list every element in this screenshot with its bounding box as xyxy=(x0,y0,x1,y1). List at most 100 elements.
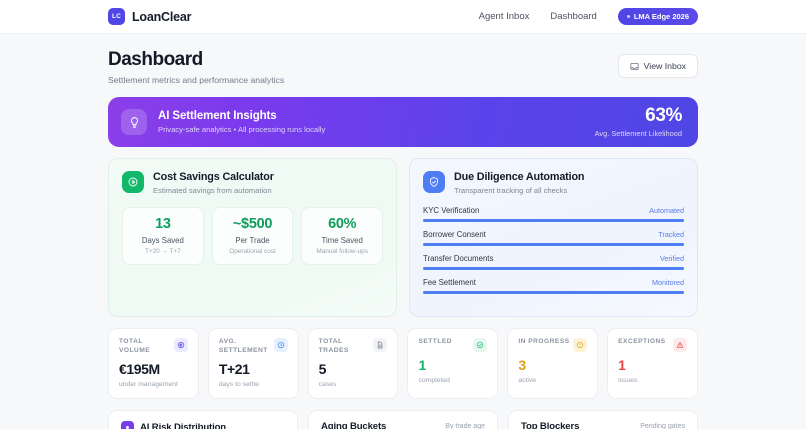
stat-label: TOTAL TRADES xyxy=(318,338,349,354)
stat-card-settled: SETTLED 1 completed xyxy=(407,328,499,399)
clock-icon xyxy=(273,338,288,352)
ai-banner-subtitle: Privacy-safe analytics • All processing … xyxy=(158,125,326,134)
stat-cards-row: TOTAL VOLUME €195M under management AVG.… xyxy=(108,328,698,399)
stat-card-avg-settlement: AVG. SETTLEMENT T+21 days to settle xyxy=(207,328,299,399)
nav-link-agent-inbox[interactable]: Agent Inbox xyxy=(478,11,530,22)
chart-title: Aging Buckets xyxy=(321,420,387,429)
stat-value: €195M xyxy=(119,360,160,377)
due-diligence-subtitle: Transparent tracking of all checks xyxy=(454,186,568,195)
stat-label: SETTLED xyxy=(418,338,453,345)
stat-value: 3 xyxy=(518,357,526,373)
stat-note: under management xyxy=(119,380,178,388)
ai-settlement-insights-banner: AI Settlement Insights Privacy-safe anal… xyxy=(108,97,698,147)
badge-label: LMA Edge 2026 xyxy=(633,12,689,21)
stat-label: AVG. SETTLEMENT xyxy=(218,338,268,354)
stat-note: completed xyxy=(418,377,450,384)
cost-savings-calculator-card: Cost Savings Calculator Estimated saving… xyxy=(108,158,397,317)
page-subtitle: Settlement metrics and performance analy… xyxy=(108,75,285,85)
savings-tile-note: Operational cost xyxy=(229,248,276,255)
stat-note: issues xyxy=(618,377,638,384)
page-content: Dashboard Settlement metrics and perform… xyxy=(0,34,806,429)
pie-chart-icon xyxy=(121,420,134,429)
chart-card-ai-risk-distribution: AI Risk Distribution xyxy=(108,409,298,429)
cost-savings-header: Cost Savings Calculator Estimated saving… xyxy=(122,171,383,195)
due-diligence-item-name: KYC Verification xyxy=(423,206,480,215)
due-diligence-item: Fee Settlement Monitored xyxy=(423,278,684,294)
stat-card-total-volume: TOTAL VOLUME €195M under management xyxy=(108,328,199,399)
cost-savings-title: Cost Savings Calculator xyxy=(153,171,274,183)
euro-coin-icon xyxy=(173,338,188,352)
check-circle-icon xyxy=(473,338,488,352)
due-diligence-item-state: Tracked xyxy=(658,230,684,239)
due-diligence-titles: Due Diligence Automation Transparent tra… xyxy=(454,171,585,195)
page-header: Dashboard Settlement metrics and perform… xyxy=(108,49,698,85)
due-diligence-header: Due Diligence Automation Transparent tra… xyxy=(423,171,684,195)
due-diligence-item-state: Monitored xyxy=(652,278,684,287)
stat-note: cases xyxy=(318,380,337,388)
chart-title: Top Blockers xyxy=(521,420,580,429)
savings-tile-label: Days Saved xyxy=(141,236,184,245)
due-diligence-item: Transfer Documents Verified xyxy=(423,254,684,270)
due-diligence-progress-bar xyxy=(423,219,684,222)
chart-title: AI Risk Distribution xyxy=(140,421,227,429)
top-navbar: LC LoanClear Agent Inbox Dashboard LMA E… xyxy=(0,0,806,34)
coin-icon xyxy=(122,171,144,193)
savings-tile-note: T+20 → T+7 xyxy=(144,248,181,255)
nav-link-dashboard[interactable]: Dashboard xyxy=(550,11,597,22)
ai-settlement-likelihood-label: Avg. Settlement Likelihood xyxy=(594,129,682,138)
ai-banner-title: AI Settlement Insights xyxy=(158,110,277,122)
savings-tile-value: 13 xyxy=(155,216,171,232)
savings-tile-value: 60% xyxy=(328,216,357,232)
due-diligence-item-state: Automated xyxy=(649,206,684,215)
stat-card-in-progress: IN PROGRESS 3 active xyxy=(507,328,599,399)
stat-card-total-trades: TOTAL TRADES 5 cases xyxy=(307,328,399,399)
clock-alert-icon xyxy=(573,338,588,352)
due-diligence-progress-bar xyxy=(423,267,684,270)
stat-label: EXCEPTIONS xyxy=(618,338,666,345)
due-diligence-item-name: Fee Settlement xyxy=(423,278,476,287)
due-diligence-item-name: Transfer Documents xyxy=(423,254,494,263)
chart-card-aging-buckets: Aging Buckets By trade age 2 1.5 xyxy=(308,409,498,429)
inbox-icon xyxy=(630,62,639,70)
due-diligence-progress-bar xyxy=(423,243,684,246)
savings-tile: ~$500 Per Trade Operational cost xyxy=(211,207,294,265)
ai-banner-metric: 63% Avg. Settlement Likelihood xyxy=(594,105,683,138)
ai-settlement-likelihood-value: 63% xyxy=(645,105,682,126)
document-icon xyxy=(373,338,388,352)
stat-value: 1 xyxy=(418,357,426,373)
brand-logo-group[interactable]: LC LoanClear xyxy=(108,8,192,25)
cost-savings-tiles: 13 Days Saved T+20 → T+7 ~$500 Per Trade… xyxy=(122,207,384,265)
due-diligence-item: KYC Verification Automated xyxy=(423,206,684,222)
cost-savings-titles: Cost Savings Calculator Estimated saving… xyxy=(153,171,274,195)
savings-tile-label: Per Trade xyxy=(235,236,270,245)
brand-name: LoanClear xyxy=(132,9,192,24)
chart-card-top-blockers: Top Blockers Pending gates KYC xyxy=(508,409,698,429)
chart-meta: Pending gates xyxy=(640,422,685,429)
feature-cards-row: Cost Savings Calculator Estimated saving… xyxy=(108,158,698,317)
savings-tile: 60% Time Saved Manual follow-ups xyxy=(301,207,384,265)
due-diligence-title: Due Diligence Automation xyxy=(454,171,585,183)
savings-tile-label: Time Saved xyxy=(321,236,363,245)
page-title-group: Dashboard Settlement metrics and perform… xyxy=(108,49,284,85)
brand-mark: LC xyxy=(108,8,125,25)
due-diligence-list: KYC Verification Automated Borrower Cons… xyxy=(423,206,684,294)
nav-links: Agent Inbox Dashboard LMA Edge 2026 xyxy=(479,8,698,25)
view-inbox-label: View Inbox xyxy=(643,61,686,71)
shield-check-icon xyxy=(423,171,445,193)
stat-value: 1 xyxy=(618,357,626,373)
stat-value: T+21 xyxy=(218,360,250,377)
sparkle-bulb-icon xyxy=(121,109,147,135)
due-diligence-item-state: Verified xyxy=(660,254,684,263)
lma-edge-badge[interactable]: LMA Edge 2026 xyxy=(617,8,698,25)
chart-meta: By trade age xyxy=(445,422,485,429)
warning-triangle-icon xyxy=(672,338,687,352)
stat-label: TOTAL VOLUME xyxy=(119,338,151,354)
stat-card-exceptions: EXCEPTIONS 1 issues xyxy=(607,328,698,399)
due-diligence-item-name: Borrower Consent xyxy=(423,230,486,239)
cost-savings-subtitle: Estimated savings from automation xyxy=(153,186,272,195)
stat-label: IN PROGRESS xyxy=(518,338,570,345)
badge-dot-icon xyxy=(626,15,630,18)
view-inbox-button[interactable]: View Inbox xyxy=(617,54,698,78)
savings-tile-note: Manual follow-ups xyxy=(316,248,368,255)
due-diligence-progress-bar xyxy=(423,291,684,294)
